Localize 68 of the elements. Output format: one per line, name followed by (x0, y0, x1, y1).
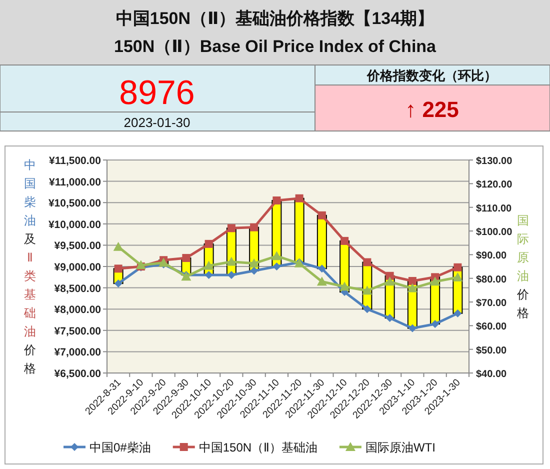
point (227, 224, 236, 232)
point (114, 264, 122, 273)
point (386, 314, 394, 322)
y2-tick-label: $130.00 (476, 156, 513, 167)
point (386, 272, 394, 280)
y-tick-label: ¥7,000.00 (54, 346, 102, 359)
point (316, 276, 327, 286)
point (204, 260, 214, 270)
y2-tick-label: $50.00 (476, 345, 508, 356)
y-tick-label: ¥7,500.00 (54, 325, 102, 338)
point (204, 271, 213, 280)
point (340, 282, 350, 291)
y2-axis-title: 国际原油价格 (516, 213, 529, 320)
point (204, 240, 213, 248)
legend-label: 国际原油WTI (365, 440, 436, 454)
point (363, 305, 372, 314)
text: 2023-01-30 (124, 115, 190, 130)
y-tick-label: ¥6,500.00 (54, 368, 102, 380)
point (318, 211, 326, 220)
point (408, 324, 416, 332)
y-tick-label: ¥8,000.00 (54, 304, 102, 316)
point (136, 260, 146, 270)
y2-tick-label: $100.00 (476, 227, 513, 238)
y-tick-label: ¥8,500.00 (54, 282, 102, 295)
point (407, 283, 418, 292)
y-tick-label: ¥9,000.00 (54, 262, 102, 274)
text: 中国柴油及Ⅱ类基础油价格 (24, 158, 36, 376)
y2-tick-label: $120.00 (476, 180, 513, 191)
y-tick-label: ¥10,000.00 (48, 218, 102, 231)
point (318, 264, 326, 273)
text: ↑ 225 (405, 97, 459, 122)
y2-tick-label: $60.00 (476, 322, 508, 333)
chart-title: 中国150N（Ⅱ）基础油价格指数【134期】 (116, 9, 434, 28)
point (272, 262, 281, 270)
point (408, 276, 416, 285)
y2-tick-label: $80.00 (476, 274, 508, 286)
point (272, 196, 281, 204)
point (295, 194, 304, 202)
point (250, 223, 258, 232)
chart-subtitle: 150N（Ⅱ）Base Oil Price Index of China (114, 37, 437, 56)
text: 8976 (119, 74, 195, 112)
point (362, 286, 372, 295)
point (454, 263, 462, 272)
legend-label: 中国0#柴油 (90, 440, 151, 454)
point (430, 276, 440, 286)
point (363, 258, 372, 266)
point (340, 236, 349, 245)
point (384, 276, 395, 286)
text: 价格指数变化（环比） (366, 68, 497, 83)
y2-tick-label: $110.00 (476, 203, 512, 214)
y-tick-label: ¥9,500.00 (54, 240, 102, 252)
point (226, 256, 236, 266)
legend-label: 中国150N（Ⅱ）基础油 (198, 440, 318, 454)
point (249, 258, 260, 268)
y2-tick-label: $70.00 (476, 298, 508, 309)
point (114, 280, 122, 288)
y-tick-label: ¥11,000.00 (49, 176, 102, 188)
point (113, 242, 124, 251)
point (454, 309, 462, 318)
point (272, 251, 282, 260)
point (431, 320, 440, 328)
y-tick-label: ¥10,500.00 (48, 198, 102, 210)
y-tick-label: ¥11,500.00 (49, 155, 102, 167)
y2-tick-label: $90.00 (476, 250, 508, 262)
point (250, 266, 258, 275)
y2-tick-label: $40.00 (476, 369, 508, 380)
point (182, 254, 190, 262)
point (452, 272, 463, 282)
